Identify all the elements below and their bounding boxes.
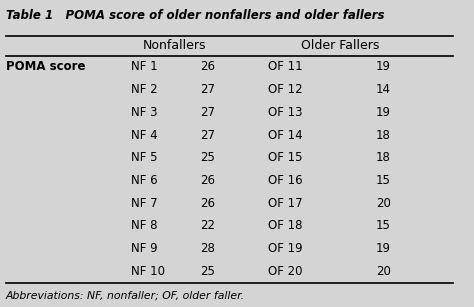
Text: OF 17: OF 17 — [268, 197, 303, 210]
Text: 26: 26 — [200, 60, 215, 73]
Text: NF 5: NF 5 — [131, 151, 158, 164]
Text: NF 9: NF 9 — [131, 242, 158, 255]
Text: 20: 20 — [375, 265, 391, 278]
Text: OF 11: OF 11 — [268, 60, 303, 73]
Text: OF 12: OF 12 — [268, 83, 303, 96]
Text: 27: 27 — [200, 106, 215, 119]
Text: NF 3: NF 3 — [131, 106, 158, 119]
Text: OF 15: OF 15 — [268, 151, 303, 164]
Text: 27: 27 — [200, 129, 215, 142]
Text: POMA score: POMA score — [6, 60, 85, 73]
Text: NF 1: NF 1 — [131, 60, 158, 73]
Text: NF 8: NF 8 — [131, 220, 158, 232]
Text: NF 6: NF 6 — [131, 174, 158, 187]
Text: NF 4: NF 4 — [131, 129, 158, 142]
Text: 25: 25 — [200, 265, 215, 278]
Text: 20: 20 — [375, 197, 391, 210]
Text: OF 16: OF 16 — [268, 174, 303, 187]
Text: 19: 19 — [375, 60, 391, 73]
Text: OF 19: OF 19 — [268, 242, 303, 255]
Text: 25: 25 — [200, 151, 215, 164]
Text: Table 1   POMA score of older nonfallers and older fallers: Table 1 POMA score of older nonfallers a… — [6, 9, 384, 22]
Text: Abbreviations: NF, nonfaller; OF, older faller.: Abbreviations: NF, nonfaller; OF, older … — [6, 290, 245, 300]
Text: 19: 19 — [375, 106, 391, 119]
Text: 28: 28 — [200, 242, 215, 255]
Text: OF 13: OF 13 — [268, 106, 303, 119]
Text: OF 14: OF 14 — [268, 129, 303, 142]
Text: Nonfallers: Nonfallers — [143, 39, 207, 52]
Text: OF 18: OF 18 — [268, 220, 303, 232]
Text: 19: 19 — [375, 242, 391, 255]
Text: 26: 26 — [200, 197, 215, 210]
Text: NF 10: NF 10 — [131, 265, 165, 278]
Text: 15: 15 — [375, 174, 391, 187]
Text: Older Fallers: Older Fallers — [301, 39, 380, 52]
Text: 14: 14 — [375, 83, 391, 96]
Text: 26: 26 — [200, 174, 215, 187]
Text: 18: 18 — [375, 129, 391, 142]
Text: 15: 15 — [375, 220, 391, 232]
Text: 27: 27 — [200, 83, 215, 96]
Text: NF 7: NF 7 — [131, 197, 158, 210]
Text: NF 2: NF 2 — [131, 83, 158, 96]
Text: OF 20: OF 20 — [268, 265, 303, 278]
Text: 22: 22 — [200, 220, 215, 232]
Text: 18: 18 — [375, 151, 391, 164]
